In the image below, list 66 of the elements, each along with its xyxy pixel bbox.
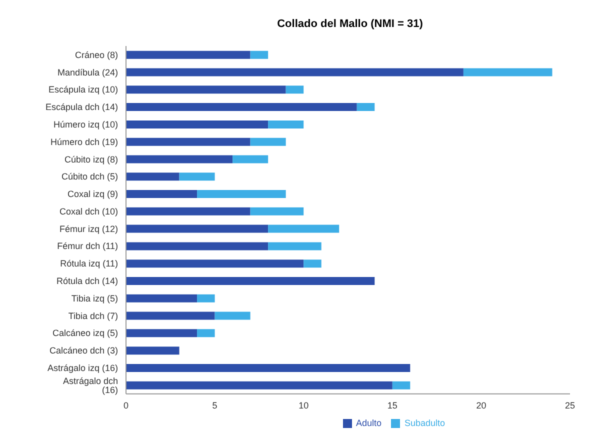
y-tick-label: Cráneo (8) [74,50,118,60]
bar [392,381,410,390]
y-tick-label: Mandíbula (24) [57,67,118,78]
bar [197,190,286,198]
bar [126,260,304,268]
bar [250,207,304,216]
bar [126,329,198,338]
bar [126,103,357,112]
x-tick-label: 10 [298,400,309,410]
y-tick-label: Escápula dch (14) [45,102,118,112]
bar [197,329,215,338]
x-tick-label: 5 [212,400,218,410]
bar [126,50,250,59]
legend-label: Subadulto [404,418,446,428]
y-tick-label: Húmero izq (10) [53,119,118,130]
bar [214,312,250,320]
chart-title: Collado del Mallo (NMI = 31) [276,17,424,32]
bar [356,103,375,112]
bar [232,155,268,164]
bar [268,242,322,250]
x-tick-label: 15 [387,400,398,410]
bar [126,172,180,181]
bar [126,190,198,198]
y-tick-label: Rótula izq (11) [60,258,118,269]
y-tick-label: Astrágalo izq (16) [47,362,118,373]
bar [126,276,375,285]
y-tick-label: Escápula izq (10) [48,84,118,95]
bar [463,68,552,76]
y-tick-label: Calcáneo dch (3) [49,346,118,356]
y-tick-label: Tibia dch (7) [68,310,118,321]
bar [304,260,322,268]
y-tick-label: Fémur izq (12) [59,224,118,234]
bar [126,86,286,94]
bar [126,207,250,216]
x-tick-label: 20 [476,400,486,410]
y-tick-label: Rótula dch (14) [56,276,118,286]
bar [126,294,198,302]
bar [126,155,233,164]
bar [250,138,286,146]
x-tick-label: 25 [564,400,576,410]
y-tick-label: Cúbito dch (5) [61,172,118,182]
bar [197,294,215,302]
bar [126,312,215,320]
bar [268,224,340,233]
bar [126,224,268,233]
bar [126,138,250,146]
y-tick-label: Coxal dch (10) [59,206,118,216]
bar [286,86,304,94]
y-tick-label: Tibia izq (5) [71,293,118,304]
bar [126,120,268,128]
bar [126,242,268,250]
bar [126,381,392,390]
y-tick-label: Cúbito izq (8) [64,154,118,164]
y-tick-label: Fémur dch (11) [57,241,118,252]
y-tick-label: Calcáneo izq (5) [52,328,118,338]
y-tick-label: Coxal izq (9) [67,189,118,200]
y-tick-label: Húmero dch (19) [50,136,118,147]
legend-label: Adulto [356,418,382,428]
bar [126,346,180,355]
bar [126,68,464,76]
bar [179,172,215,181]
bar [126,364,410,372]
y-tick-label: Astrágalo dch (16) [62,376,118,395]
bar [268,120,304,128]
x-tick-label: 0 [123,400,129,410]
bar [250,50,268,59]
